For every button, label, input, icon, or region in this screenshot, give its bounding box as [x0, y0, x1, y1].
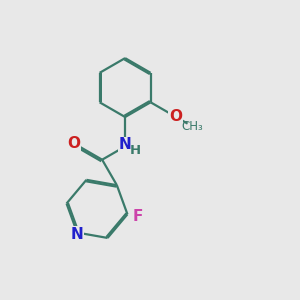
Text: O: O	[68, 136, 81, 151]
Text: H: H	[130, 144, 141, 158]
Text: N: N	[70, 226, 83, 242]
Text: F: F	[132, 208, 143, 224]
Text: CH₃: CH₃	[182, 120, 203, 133]
Text: O: O	[169, 109, 182, 124]
Text: N: N	[119, 137, 131, 152]
